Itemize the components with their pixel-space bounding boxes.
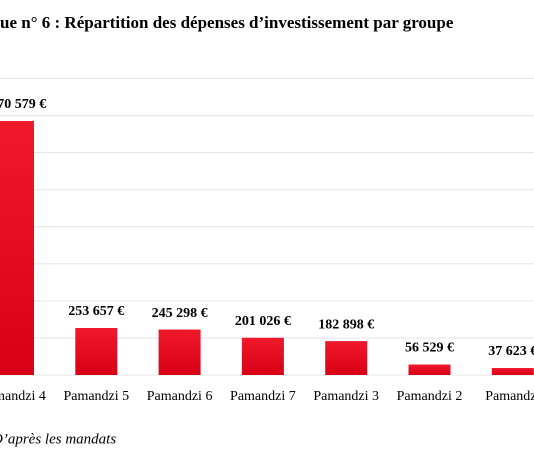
source-note: D’après les mandats — [0, 431, 116, 447]
bar — [408, 364, 451, 375]
x-tick-label: Pamandzi 5 — [63, 389, 129, 404]
bar — [241, 337, 284, 375]
bar — [325, 341, 368, 375]
bar — [158, 329, 201, 375]
bar — [491, 368, 534, 375]
value-label: 1 370 579 € — [0, 97, 46, 112]
x-tick-label: Pamandzi 6 — [147, 389, 213, 404]
value-label: 253 657 € — [68, 304, 124, 319]
x-tick-label: Pamandzi 3 — [313, 389, 379, 404]
value-label: 201 026 € — [235, 314, 291, 329]
x-tick-label: Pamandzi 4 — [0, 389, 46, 404]
value-label: 56 529 € — [405, 341, 454, 356]
x-tick-label: Pamandzi — [485, 389, 534, 404]
value-label: 182 898 € — [318, 317, 374, 332]
bar — [0, 121, 34, 375]
bar — [75, 327, 118, 375]
value-label: 245 298 € — [152, 306, 208, 321]
chart-title: ue n° 6 : Répartition des dépenses d’inv… — [0, 13, 454, 32]
x-tick-label: Pamandzi 2 — [397, 389, 463, 404]
x-tick-label: Pamandzi 7 — [230, 389, 296, 404]
value-label: 37 623 € — [488, 344, 534, 359]
